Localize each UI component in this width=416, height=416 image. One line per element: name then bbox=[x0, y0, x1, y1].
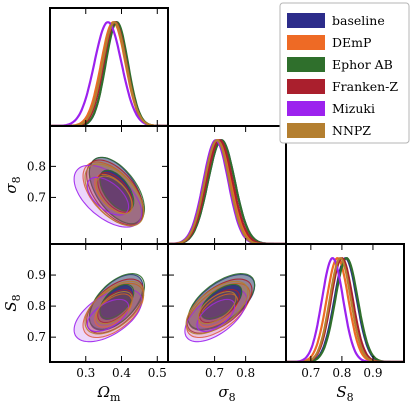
panel-Omega_m-sigma_8 bbox=[49, 125, 169, 245]
y-tick-label: 0.8 bbox=[27, 159, 46, 173]
panels-layer bbox=[49, 7, 405, 363]
contour-inner-nnpz bbox=[95, 291, 133, 325]
marginal-curve-nnpz bbox=[168, 139, 286, 244]
marginal-curve-franken-z bbox=[50, 21, 168, 126]
contour-inner-franken-z bbox=[97, 289, 134, 324]
panel-plot-area bbox=[73, 273, 146, 343]
x-axis-label-S_8: S8 bbox=[336, 383, 353, 404]
panel-Omega_m-Omega_m bbox=[49, 7, 169, 127]
x-tick-label: 0.7 bbox=[301, 366, 320, 380]
panel-Omega_m-S_8 bbox=[49, 243, 169, 363]
contour-inner-ephor-ab bbox=[99, 283, 135, 319]
x-tick-label: 0.8 bbox=[332, 366, 351, 380]
panel-plot-area bbox=[50, 21, 168, 126]
legend-label: DEmP bbox=[332, 35, 371, 50]
legend-label: NNPZ bbox=[332, 123, 371, 138]
panel-plot-area bbox=[168, 139, 286, 244]
panel-plot-area bbox=[286, 257, 404, 362]
x-tick-label: 0.3 bbox=[76, 366, 95, 380]
y-axis-label-sigma_8: σ8 bbox=[2, 176, 23, 193]
x-axis-label-sigma_8: σ8 bbox=[218, 383, 235, 404]
y-tick-label: 0.7 bbox=[27, 190, 46, 204]
contour-inner-mizuki bbox=[86, 298, 130, 333]
x-tick-label: 0.5 bbox=[148, 366, 167, 380]
contour-inner-nnpz bbox=[197, 291, 237, 325]
marginal-curve-franken-z bbox=[168, 139, 286, 244]
legend-label: Franken-Z bbox=[332, 79, 398, 94]
x-tick-label: 0.8 bbox=[236, 366, 255, 380]
legend-swatch-demp bbox=[287, 35, 325, 50]
legend-swatch-ephor-ab bbox=[287, 57, 325, 72]
y-axis-label-S_8: S8 bbox=[2, 294, 23, 311]
legend-swatch-franken-z bbox=[287, 79, 325, 94]
panel-plot-area bbox=[73, 156, 146, 228]
panel-plot-area bbox=[184, 273, 256, 343]
axis-labels-layer: 0.7 0.8 0.3 0.4 0.5 0.7 0.8 0.9 0.7 0.8 0.7 0.8 0.9 Ω… bbox=[2, 159, 382, 404]
x-axis-label-Omega_m: Ωm bbox=[97, 383, 121, 404]
y-tick-label: 0.9 bbox=[27, 268, 46, 282]
x-tick-label: 0.4 bbox=[112, 366, 131, 380]
panel-sigma_8-sigma_8 bbox=[167, 125, 287, 245]
contour-inner-nnpz bbox=[95, 175, 133, 215]
legend-swatch-nnpz bbox=[287, 123, 325, 138]
panel-frame bbox=[167, 125, 287, 245]
legend-label: Mizuki bbox=[332, 101, 375, 116]
panel-sigma_8-S_8 bbox=[167, 243, 287, 363]
panel-frame bbox=[285, 243, 405, 363]
y-tick-label: 0.8 bbox=[27, 299, 46, 313]
x-tick-label: 0.9 bbox=[363, 366, 382, 380]
legend: baseline DEmP Ephor AB Franken-Z Mizuki NNPZ bbox=[279, 2, 410, 144]
legend-label: Ephor AB bbox=[332, 57, 393, 72]
legend-swatch-mizuki bbox=[287, 101, 325, 116]
x-tick-label: 0.7 bbox=[205, 366, 224, 380]
legend-label: baseline bbox=[332, 13, 385, 28]
legend-swatch-baseline bbox=[287, 13, 325, 28]
marginal-curve-mizuki bbox=[286, 257, 404, 362]
contour-inner-franken-z bbox=[97, 172, 134, 213]
contour-inner-mizuki bbox=[86, 176, 130, 216]
y-tick-label: 0.7 bbox=[27, 330, 46, 344]
panel-S_8-S_8 bbox=[285, 243, 405, 363]
